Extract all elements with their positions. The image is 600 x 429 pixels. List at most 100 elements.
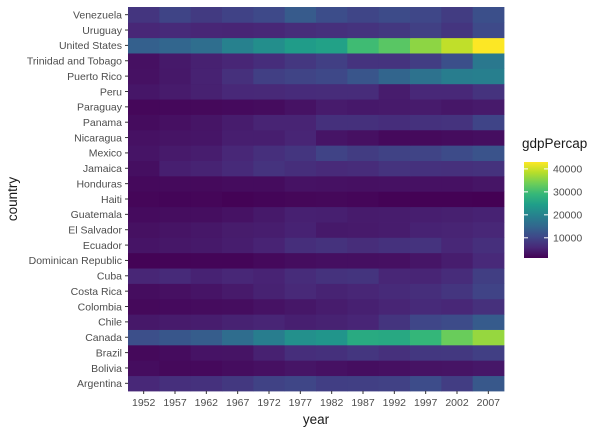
- cell-paraguay-1957: [159, 99, 192, 115]
- y-tick-label-chile: Chile: [98, 317, 122, 329]
- cell-mexico-1992: [378, 145, 411, 161]
- cell-jamaica-1987: [347, 160, 380, 177]
- x-tick-label-1952: 1952: [132, 397, 156, 409]
- y-tick-label-venezuela: Venezuela: [73, 9, 122, 21]
- cell-venezuela-2002: [441, 7, 474, 23]
- cell-canada-1987: [347, 329, 380, 346]
- cell-nicaragua-1997: [410, 129, 442, 146]
- cell-brazil-1957: [159, 344, 192, 361]
- cell-guatemala-1957: [159, 206, 192, 223]
- cell-mexico-1957: [159, 145, 192, 161]
- cell-haiti-2007: [472, 191, 505, 208]
- y-tick-label-trinidad-and-tobago: Trinidad and Tobago: [27, 56, 122, 68]
- cell-brazil-1972: [253, 344, 286, 361]
- cell-paraguay-1972: [253, 99, 286, 115]
- cell-costa-rica-1977: [284, 283, 317, 300]
- cell-mexico-1972: [253, 145, 286, 161]
- cell-canada-1952: [128, 329, 160, 346]
- cell-united-states-1952: [128, 37, 160, 54]
- cell-honduras-1977: [284, 175, 317, 192]
- cell-ecuador-1957: [159, 237, 192, 254]
- cell-panama-1957: [159, 114, 192, 131]
- cell-cuba-1967: [222, 268, 254, 284]
- cell-honduras-1997: [410, 175, 442, 192]
- cell-guatemala-2002: [441, 206, 474, 223]
- cell-chile-2007: [472, 314, 505, 330]
- cell-colombia-1957: [159, 298, 192, 315]
- cell-haiti-1967: [222, 191, 254, 208]
- cell-el-salvador-1962: [190, 222, 223, 238]
- cell-argentina-1962: [190, 375, 223, 392]
- cell-paraguay-1997: [410, 99, 442, 115]
- cell-peru-2007: [472, 83, 505, 100]
- cell-canada-1982: [316, 329, 348, 346]
- cell-bolivia-1977: [284, 360, 317, 377]
- cell-bolivia-1962: [190, 360, 223, 377]
- cell-puerto-rico-1967: [222, 68, 254, 85]
- cell-cuba-1962: [190, 268, 223, 284]
- cell-cuba-1992: [378, 268, 411, 284]
- cell-argentina-1997: [410, 375, 442, 392]
- cell-nicaragua-1972: [253, 129, 286, 146]
- y-tick-label-dominican-republic: Dominican Republic: [29, 255, 122, 267]
- cell-dominican-republic-1982: [316, 252, 348, 269]
- cell-uruguay-1967: [222, 22, 254, 39]
- cell-venezuela-1997: [410, 7, 442, 23]
- cell-trinidad-and-tobago-1952: [128, 53, 160, 69]
- cell-brazil-2002: [441, 344, 474, 361]
- y-tick-label-peru: Peru: [100, 86, 122, 98]
- cell-colombia-1997: [410, 298, 442, 315]
- x-tick-label-1967: 1967: [226, 397, 250, 409]
- cell-puerto-rico-1952: [128, 68, 160, 85]
- y-tick-label-uruguay: Uruguay: [82, 25, 122, 37]
- cell-dominican-republic-1992: [378, 252, 411, 269]
- cell-puerto-rico-1957: [159, 68, 192, 85]
- cell-united-states-1972: [253, 37, 286, 54]
- legend-title: gdpPercap: [522, 136, 587, 151]
- cell-ecuador-1962: [190, 237, 223, 254]
- cell-nicaragua-1952: [128, 129, 160, 146]
- cell-trinidad-and-tobago-1962: [190, 53, 223, 69]
- cell-paraguay-1977: [284, 99, 317, 115]
- x-tick-label-1972: 1972: [257, 397, 281, 409]
- cell-guatemala-1962: [190, 206, 223, 223]
- x-tick-label-2002: 2002: [445, 397, 469, 409]
- y-tick-label-bolivia: Bolivia: [91, 363, 122, 375]
- cell-colombia-1982: [316, 298, 348, 315]
- cell-el-salvador-1957: [159, 222, 192, 238]
- cell-costa-rica-2002: [441, 283, 474, 300]
- cell-ecuador-1992: [378, 237, 411, 254]
- cell-haiti-1962: [190, 191, 223, 208]
- cell-chile-1962: [190, 314, 223, 330]
- cell-panama-1987: [347, 114, 380, 131]
- cell-venezuela-1977: [284, 7, 317, 23]
- cell-chile-2002: [441, 314, 474, 330]
- cell-jamaica-1982: [316, 160, 348, 177]
- cell-peru-1992: [378, 83, 411, 100]
- cell-puerto-rico-1962: [190, 68, 223, 85]
- cell-chile-1952: [128, 314, 160, 330]
- cell-colombia-1987: [347, 298, 380, 315]
- cell-venezuela-1967: [222, 7, 254, 23]
- cell-canada-2007: [472, 329, 505, 346]
- legend-tick-label-10000: 10000: [553, 233, 582, 245]
- cell-bolivia-2002: [441, 360, 474, 377]
- cell-mexico-1987: [347, 145, 380, 161]
- cell-jamaica-2007: [472, 160, 505, 177]
- cell-panama-1982: [316, 114, 348, 131]
- cell-guatemala-1982: [316, 206, 348, 223]
- cell-panama-1952: [128, 114, 160, 131]
- y-tick-label-argentina: Argentina: [77, 378, 122, 390]
- cell-trinidad-and-tobago-1972: [253, 53, 286, 69]
- cell-haiti-1952: [128, 191, 160, 208]
- cell-puerto-rico-2002: [441, 68, 474, 85]
- cell-guatemala-2007: [472, 206, 505, 223]
- cell-panama-2007: [472, 114, 505, 131]
- cell-el-salvador-1972: [253, 222, 286, 238]
- cell-paraguay-1992: [378, 99, 411, 115]
- y-tick-label-mexico: Mexico: [89, 148, 122, 160]
- cell-brazil-1962: [190, 344, 223, 361]
- cell-venezuela-1952: [128, 7, 160, 23]
- cell-canada-2002: [441, 329, 474, 346]
- cell-venezuela-1992: [378, 7, 411, 23]
